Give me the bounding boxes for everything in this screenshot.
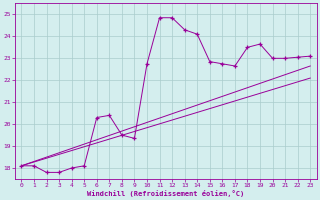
X-axis label: Windchill (Refroidissement éolien,°C): Windchill (Refroidissement éolien,°C) (87, 190, 244, 197)
